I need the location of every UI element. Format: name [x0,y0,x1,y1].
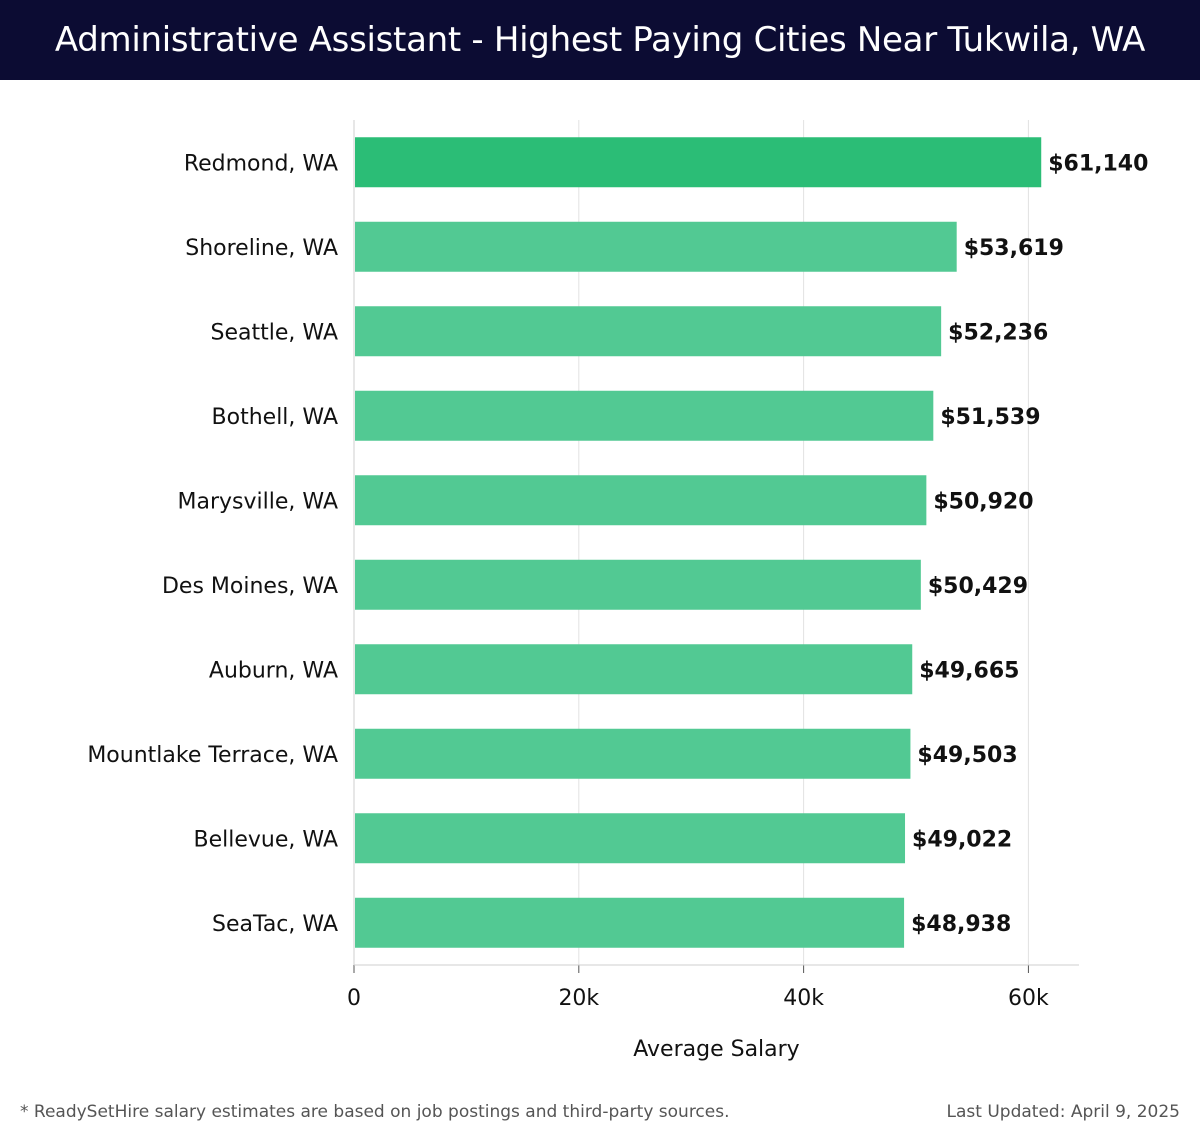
bar [355,221,957,272]
value-label: $53,619 [964,236,1064,261]
bar [355,306,942,357]
category-label: Marysville, WA [178,489,338,514]
x-tick-label: 40k [783,986,824,1011]
value-label: $49,665 [919,658,1019,683]
category-label: Mountlake Terrace, WA [87,743,338,768]
category-label: Bellevue, WA [194,827,338,852]
value-label: $49,503 [917,743,1017,768]
category-label: Shoreline, WA [185,236,338,261]
value-label: $61,140 [1048,151,1148,176]
x-tick-label: 20k [558,986,599,1011]
x-tick-label: 60k [1008,986,1049,1011]
value-label: $51,539 [940,405,1040,430]
salary-bar-chart: 0 20k 40k 60k Redmond, WA $61,140 Shoreline, W… [87,120,1148,1062]
value-label: $52,236 [948,320,1048,345]
category-label: SeaTac, WA [212,912,338,937]
value-label: $49,022 [912,827,1012,852]
category-label: Auburn, WA [209,658,338,683]
bar [355,475,927,526]
bar [355,390,934,441]
category-label: Bothell, WA [212,405,338,430]
x-axis-title: Average Salary [633,1037,799,1062]
bar [355,137,1042,188]
chart-footer: * ReadySetHire salary estimates are base… [0,1098,1200,1128]
bar [355,559,921,610]
bar [355,728,911,779]
bar [355,813,906,864]
source-note: * ReadySetHire salary estimates are base… [20,1102,730,1122]
category-label: Des Moines, WA [162,574,338,599]
last-updated: Last Updated: April 9, 2025 [946,1102,1180,1122]
value-label: $48,938 [911,912,1011,937]
value-label: $50,920 [933,489,1033,514]
value-label: $50,429 [928,574,1028,599]
chart-header: Administrative Assistant - Highest Payin… [0,0,1200,80]
chart-title: Administrative Assistant - Highest Payin… [54,20,1146,60]
bar [355,644,913,695]
category-label: Seattle, WA [211,320,338,345]
category-label: Redmond, WA [184,151,338,176]
x-tick-label: 0 [347,986,361,1011]
bar [355,897,905,948]
